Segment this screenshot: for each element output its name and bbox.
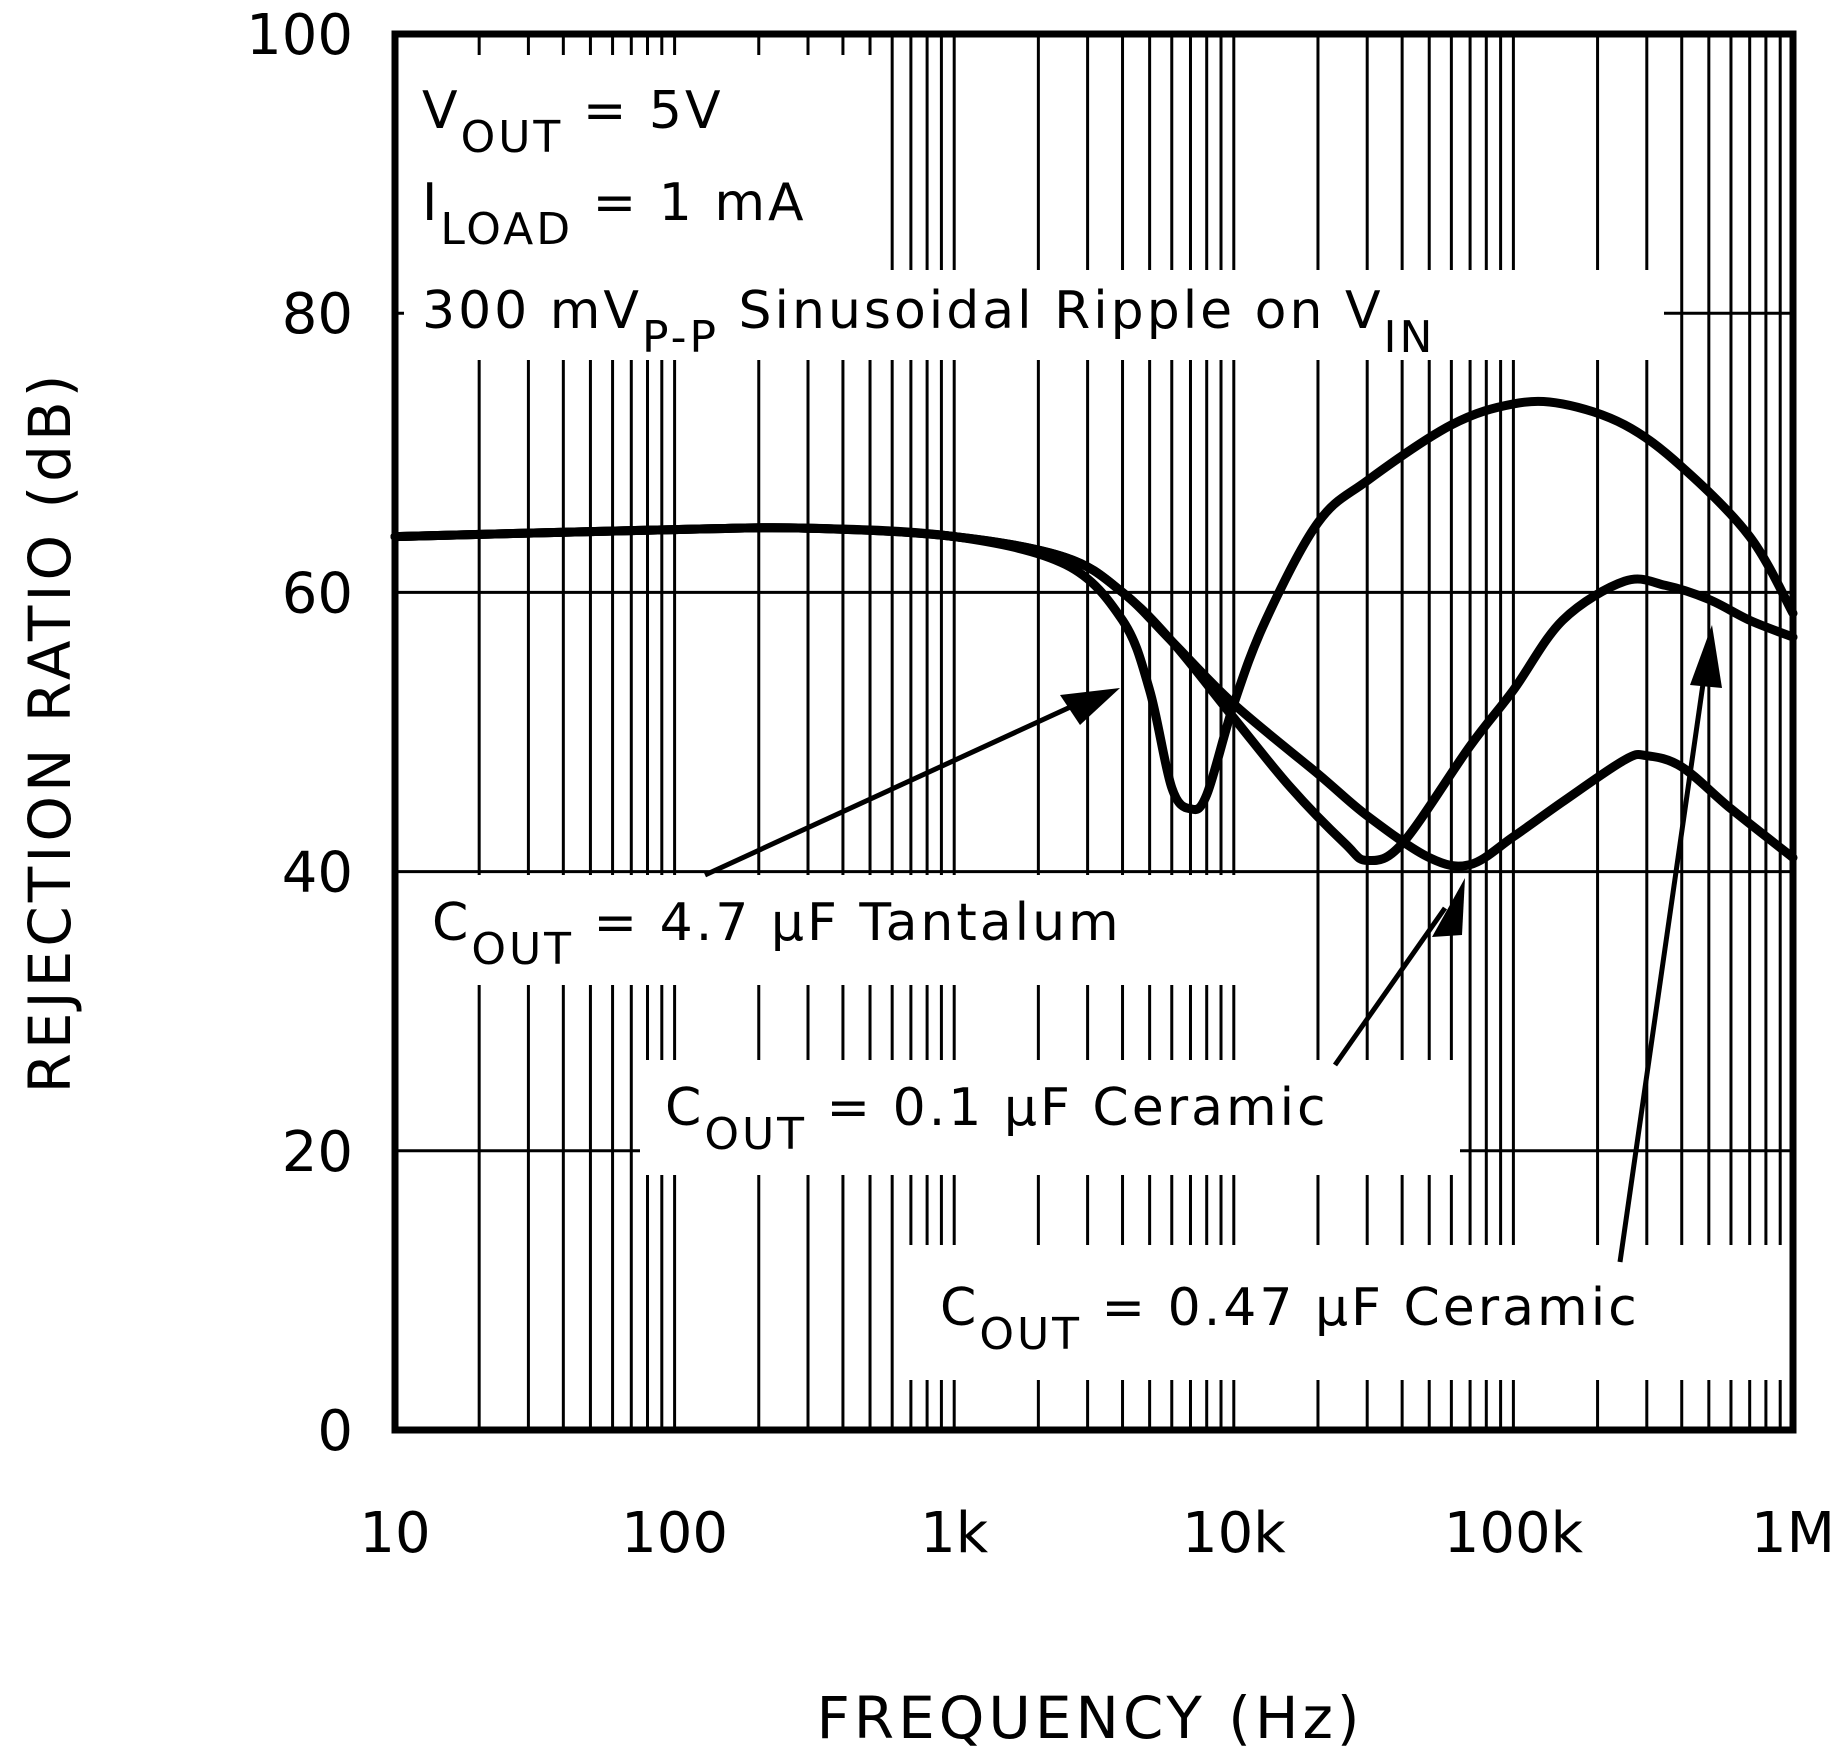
- ripple-pre: 300 mV: [422, 281, 642, 341]
- ripple-sub2: IN: [1384, 312, 1436, 363]
- vout-condition: VOUT = 5V: [422, 81, 724, 163]
- y-tick-label: 0: [317, 1399, 353, 1464]
- ceramic-01-label-rest: = 0.1 µF Ceramic: [807, 1078, 1329, 1138]
- iload-condition: ILOAD = 1 mA: [422, 173, 807, 255]
- tantalum-arrow-line: [703, 695, 1092, 878]
- y-tick-label: 60: [282, 561, 353, 626]
- x-axis-title: FREQUENCY (Hz): [816, 1684, 1363, 1752]
- tantalum-label-rest: = 4.7 µF Tantalum: [574, 893, 1122, 953]
- iload-rest: = 1 mA: [573, 173, 806, 233]
- series-line-ceramic-0.47uF: [390, 523, 1798, 871]
- x-tick-label: 1M: [1751, 1501, 1830, 1566]
- y-tick-label: 40: [282, 841, 353, 906]
- ceramic-01-arrowhead: [1432, 878, 1465, 937]
- ceramic-047-label-main: C: [940, 1278, 979, 1338]
- x-tick-label: 100k: [1444, 1501, 1584, 1566]
- ceramic-047-arrow-line: [1617, 669, 1708, 1263]
- ripple-mid: Sinusoidal Ripple on V: [719, 281, 1384, 341]
- series-layer: [390, 396, 1798, 871]
- ceramic-01-label-main: C: [665, 1078, 704, 1138]
- ceramic-01-label-bg: [640, 1060, 1460, 1175]
- annotation-layer: [703, 625, 1722, 1263]
- y-tick-label: 20: [282, 1120, 353, 1185]
- ceramic-01-arrow-line: [1332, 906, 1448, 1067]
- y-tick-label: 100: [246, 3, 353, 68]
- vout-main: V: [422, 81, 461, 141]
- ceramic-047-series-label: COUT = 0.47 µF Ceramic: [940, 1278, 1640, 1360]
- x-tick-label: 100: [621, 1501, 728, 1566]
- ceramic-047-label-bg: [905, 1245, 1785, 1380]
- vout-sub: OUT: [461, 112, 564, 163]
- y-axis-title: REJECTION RATIO (dB): [16, 371, 84, 1094]
- label-background-layer: [404, 55, 1785, 1380]
- ceramic-01-label-sub: OUT: [704, 1109, 807, 1160]
- x-tick-label: 10: [359, 1501, 430, 1566]
- x-tick-label: 10k: [1182, 1501, 1286, 1566]
- iload-sub: LOAD: [440, 204, 573, 255]
- tantalum-label-sub: OUT: [471, 924, 574, 975]
- vout-rest: = 5V: [563, 81, 723, 141]
- y-tick-label: 80: [282, 282, 353, 347]
- tantalum-label-main: C: [432, 893, 471, 953]
- ripple-text-bg: [404, 270, 1664, 360]
- ripple-sub: P-P: [642, 312, 719, 363]
- tantalum-label-bg: [420, 875, 1260, 985]
- ceramic-047-arrowhead: [1690, 625, 1722, 688]
- ceramic-047-label-sub: OUT: [979, 1309, 1082, 1360]
- tick-label-layer: 0 20 40 60 80 100 10 100 1k 10k 100k 1M: [246, 3, 1830, 1566]
- ceramic-047-label-rest: = 0.47 µF Ceramic: [1082, 1278, 1640, 1338]
- iload-main: I: [422, 173, 440, 233]
- plot-frame: [391, 30, 1797, 1434]
- tantalum-arrowhead: [1060, 688, 1120, 725]
- ceramic-01-series-label: COUT = 0.1 µF Ceramic: [665, 1078, 1329, 1160]
- x-tick-label: 1k: [920, 1501, 989, 1566]
- tantalum-series-label: COUT = 4.7 µF Tantalum: [432, 893, 1122, 975]
- ripple-condition: 300 mVP-P Sinusoidal Ripple on VIN: [422, 281, 1435, 363]
